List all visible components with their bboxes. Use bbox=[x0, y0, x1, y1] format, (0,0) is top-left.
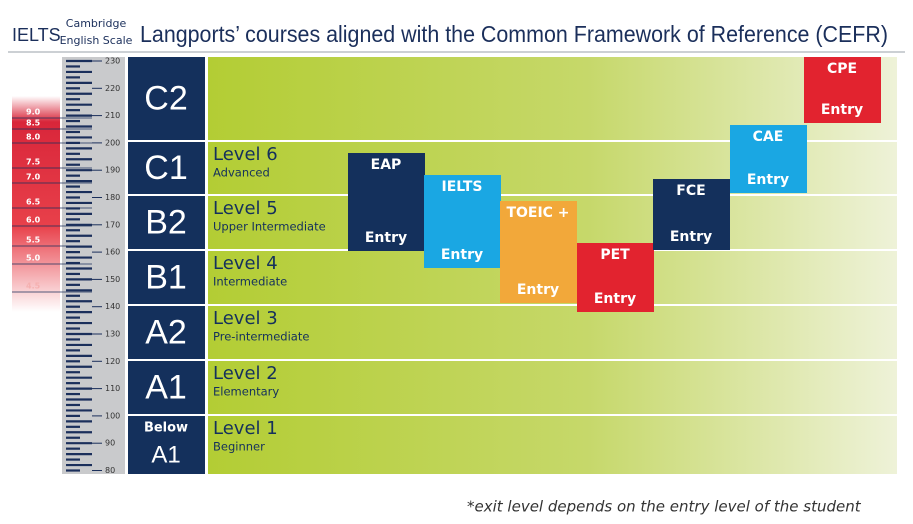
ielts-band: 9.0 bbox=[26, 108, 41, 117]
course-name: IELTS bbox=[441, 179, 482, 195]
cefr-box bbox=[128, 251, 205, 304]
cefr-label: B2 bbox=[145, 203, 187, 241]
ielts-band: 5.5 bbox=[26, 236, 41, 245]
scale-tick-label: 230 bbox=[105, 57, 120, 66]
cefr-box bbox=[128, 306, 205, 359]
course-name: CPE bbox=[827, 61, 857, 77]
course-entry: Entry bbox=[517, 282, 559, 298]
course-box bbox=[424, 175, 501, 268]
level-description: Upper Intermediate bbox=[213, 220, 326, 234]
cefr-label: C1 bbox=[144, 149, 187, 187]
level-description: Intermediate bbox=[213, 275, 287, 289]
cefr-box bbox=[128, 57, 205, 140]
ielts-column bbox=[12, 96, 60, 312]
cefr-label: B1 bbox=[145, 258, 187, 296]
ielts-band: 5.0 bbox=[26, 254, 41, 263]
cefr-label: A2 bbox=[145, 313, 187, 351]
scale-tick-label: 180 bbox=[105, 193, 120, 202]
cefr-label: A1 bbox=[151, 441, 180, 468]
scale-label: Cambridge bbox=[66, 17, 127, 30]
level-description: Pre-intermediate bbox=[213, 330, 309, 344]
ielts-band: 6.0 bbox=[26, 216, 41, 225]
cefr-label: C2 bbox=[144, 79, 187, 117]
ielts-band: 4.5 bbox=[26, 282, 41, 291]
course-entry: Entry bbox=[747, 172, 789, 188]
course-box bbox=[500, 201, 577, 303]
scale-tick-label: 110 bbox=[105, 384, 120, 393]
cefr-box bbox=[128, 416, 205, 474]
level-description: Beginner bbox=[213, 440, 265, 454]
scale-tick-label: 90 bbox=[105, 439, 115, 448]
ielts-label: IELTS bbox=[12, 25, 61, 45]
cefr-label: A1 bbox=[145, 368, 187, 406]
scale-tick-label: 100 bbox=[105, 411, 120, 420]
course-box bbox=[577, 243, 654, 312]
scale-tick-label: 160 bbox=[105, 248, 120, 257]
ielts-band: 8.5 bbox=[26, 119, 41, 128]
scale-label: English Scale bbox=[60, 34, 133, 47]
scale-tick-label: 130 bbox=[105, 330, 120, 339]
course-entry: Entry bbox=[670, 229, 712, 245]
title: Langports’ courses aligned with the Comm… bbox=[140, 21, 888, 47]
level-description: Advanced bbox=[213, 166, 270, 180]
level-name: Level 3 bbox=[213, 308, 278, 329]
course-name: EAP bbox=[371, 157, 402, 173]
level-name: Level 1 bbox=[213, 418, 278, 439]
cefr-box bbox=[128, 196, 205, 249]
ielts-band: 8.0 bbox=[26, 133, 41, 142]
course-entry: Entry bbox=[365, 230, 407, 246]
scale-tick-label: 210 bbox=[105, 111, 120, 120]
cefr-label: Below bbox=[144, 421, 188, 436]
course-box bbox=[348, 153, 425, 251]
ielts-band: 7.5 bbox=[26, 158, 41, 167]
level-name: Level 5 bbox=[213, 198, 278, 219]
ielts-band: 7.0 bbox=[26, 173, 41, 182]
footer-note: *exit level depends on the entry level o… bbox=[467, 498, 862, 516]
scale-tick-label: 140 bbox=[105, 302, 120, 311]
scale-tick-label: 170 bbox=[105, 220, 120, 229]
level-name: Level 2 bbox=[213, 363, 278, 384]
course-name: TOEIC + bbox=[506, 205, 569, 221]
scale-tick-label: 190 bbox=[105, 166, 120, 175]
level-name: Level 4 bbox=[213, 253, 278, 274]
scale-tick-label: 80 bbox=[105, 466, 115, 475]
scale-tick-label: 150 bbox=[105, 275, 120, 284]
cefr-box bbox=[128, 361, 205, 414]
course-entry: Entry bbox=[594, 291, 636, 307]
course-box bbox=[804, 57, 881, 123]
course-name: PET bbox=[600, 247, 630, 263]
scale-tick-label: 120 bbox=[105, 357, 120, 366]
ielts-band: 6.5 bbox=[26, 198, 41, 207]
level-description: Elementary bbox=[213, 385, 279, 399]
level-name: Level 6 bbox=[213, 144, 278, 165]
scale-tick-label: 220 bbox=[105, 84, 120, 93]
scale-tick-label: 200 bbox=[105, 138, 120, 147]
course-entry: Entry bbox=[441, 247, 483, 263]
course-box bbox=[730, 125, 807, 193]
course-box bbox=[653, 179, 730, 250]
course-name: CAE bbox=[753, 129, 784, 145]
course-entry: Entry bbox=[821, 102, 863, 118]
course-name: FCE bbox=[676, 183, 705, 199]
cefr-box bbox=[128, 142, 205, 194]
